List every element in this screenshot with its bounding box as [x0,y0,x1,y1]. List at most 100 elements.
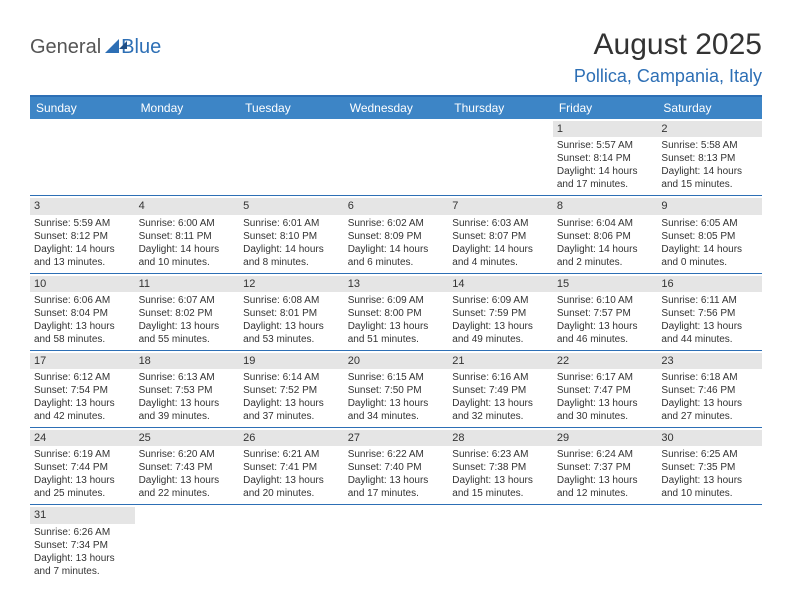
day-day2: and 37 minutes. [243,410,340,423]
day-day1: Daylight: 14 hours [452,243,549,256]
day-day2: and 0 minutes. [661,256,758,269]
day-number: 1 [553,121,658,137]
day-sunset: Sunset: 7:37 PM [557,461,654,474]
day-day2: and 7 minutes. [34,565,131,578]
day-number: 3 [30,198,135,214]
day-sunrise: Sunrise: 6:16 AM [452,371,549,384]
day-day2: and 2 minutes. [557,256,654,269]
day-number: 7 [448,198,553,214]
day-sunset: Sunset: 8:05 PM [661,230,758,243]
day-sunrise: Sunrise: 6:13 AM [139,371,236,384]
day-sunrise: Sunrise: 6:12 AM [34,371,131,384]
month-title: August 2025 [574,28,762,62]
day-sunrise: Sunrise: 6:02 AM [348,217,445,230]
day-cell: 4Sunrise: 6:00 AMSunset: 8:11 PMDaylight… [135,196,240,272]
day-day2: and 17 minutes. [348,487,445,500]
day-sunset: Sunset: 7:54 PM [34,384,131,397]
day-cell [553,505,658,581]
day-number: 6 [344,198,449,214]
dow-cell: Friday [553,97,658,119]
day-day2: and 8 minutes. [243,256,340,269]
day-day1: Daylight: 13 hours [557,320,654,333]
day-cell: 18Sunrise: 6:13 AMSunset: 7:53 PMDayligh… [135,351,240,427]
day-cell: 28Sunrise: 6:23 AMSunset: 7:38 PMDayligh… [448,428,553,504]
day-number: 17 [30,353,135,369]
day-cell: 25Sunrise: 6:20 AMSunset: 7:43 PMDayligh… [135,428,240,504]
day-sunrise: Sunrise: 5:59 AM [34,217,131,230]
location-subtitle: Pollica, Campania, Italy [574,66,762,87]
dow-cell: Saturday [657,97,762,119]
day-day1: Daylight: 13 hours [34,397,131,410]
day-day1: Daylight: 14 hours [557,243,654,256]
day-cell: 27Sunrise: 6:22 AMSunset: 7:40 PMDayligh… [344,428,449,504]
day-number: 30 [657,430,762,446]
day-cell [448,505,553,581]
day-cell [135,505,240,581]
day-day1: Daylight: 14 hours [348,243,445,256]
day-cell: 11Sunrise: 6:07 AMSunset: 8:02 PMDayligh… [135,274,240,350]
day-number: 20 [344,353,449,369]
logo-flag-icon [105,39,119,53]
day-number: 15 [553,276,658,292]
day-cell [657,505,762,581]
week-row: 10Sunrise: 6:06 AMSunset: 8:04 PMDayligh… [30,274,762,351]
day-day2: and 49 minutes. [452,333,549,346]
day-sunrise: Sunrise: 6:04 AM [557,217,654,230]
day-day2: and 58 minutes. [34,333,131,346]
day-day1: Daylight: 13 hours [661,474,758,487]
day-day1: Daylight: 13 hours [452,474,549,487]
day-number: 25 [135,430,240,446]
day-number: 14 [448,276,553,292]
day-sunset: Sunset: 8:02 PM [139,307,236,320]
day-sunset: Sunset: 7:57 PM [557,307,654,320]
day-cell: 13Sunrise: 6:09 AMSunset: 8:00 PMDayligh… [344,274,449,350]
day-number: 26 [239,430,344,446]
day-sunrise: Sunrise: 6:05 AM [661,217,758,230]
day-day1: Daylight: 13 hours [557,397,654,410]
day-day1: Daylight: 13 hours [348,320,445,333]
day-sunrise: Sunrise: 6:10 AM [557,294,654,307]
day-cell: 26Sunrise: 6:21 AMSunset: 7:41 PMDayligh… [239,428,344,504]
day-day2: and 51 minutes. [348,333,445,346]
day-cell: 29 Sunrise: 6:24 AMSunset: 7:37 PMDayligh… [553,428,658,504]
day-day2: and 30 minutes. [557,410,654,423]
dow-cell: Thursday [448,97,553,119]
day-day1: Daylight: 13 hours [557,474,654,487]
day-sunset: Sunset: 8:14 PM [557,152,654,165]
day-number: 11 [135,276,240,292]
day-day2: and 17 minutes. [557,178,654,191]
day-sunset: Sunset: 7:52 PM [243,384,340,397]
day-sunrise: Sunrise: 6:08 AM [243,294,340,307]
day-sunset: Sunset: 7:40 PM [348,461,445,474]
day-day2: and 53 minutes. [243,333,340,346]
day-number: 29 [553,430,658,446]
day-sunrise: Sunrise: 6:14 AM [243,371,340,384]
day-cell [344,505,449,581]
day-sunset: Sunset: 8:12 PM [34,230,131,243]
day-number: 24 [30,430,135,446]
day-day1: Daylight: 14 hours [243,243,340,256]
day-cell: 10Sunrise: 6:06 AMSunset: 8:04 PMDayligh… [30,274,135,350]
day-cell: 3Sunrise: 5:59 AMSunset: 8:12 PMDaylight… [30,196,135,272]
day-day1: Daylight: 14 hours [661,243,758,256]
day-day2: and 20 minutes. [243,487,340,500]
dow-cell: Wednesday [344,97,449,119]
day-sunrise: Sunrise: 6:24 AM [557,448,654,461]
day-day2: and 39 minutes. [139,410,236,423]
day-cell: 2Sunrise: 5:58 AMSunset: 8:13 PMDaylight… [657,119,762,195]
day-sunrise: Sunrise: 6:23 AM [452,448,549,461]
day-number: 19 [239,353,344,369]
day-cell [448,119,553,195]
day-cell: 14Sunrise: 6:09 AMSunset: 7:59 PMDayligh… [448,274,553,350]
day-number: 21 [448,353,553,369]
day-number: 28 [448,430,553,446]
day-day1: Daylight: 13 hours [452,397,549,410]
day-sunrise: Sunrise: 6:21 AM [243,448,340,461]
day-day1: Daylight: 13 hours [139,320,236,333]
day-cell: 5Sunrise: 6:01 AMSunset: 8:10 PMDaylight… [239,196,344,272]
day-day2: and 10 minutes. [661,487,758,500]
day-sunrise: Sunrise: 6:19 AM [34,448,131,461]
day-day2: and 27 minutes. [661,410,758,423]
day-number: 5 [239,198,344,214]
day-sunset: Sunset: 8:07 PM [452,230,549,243]
